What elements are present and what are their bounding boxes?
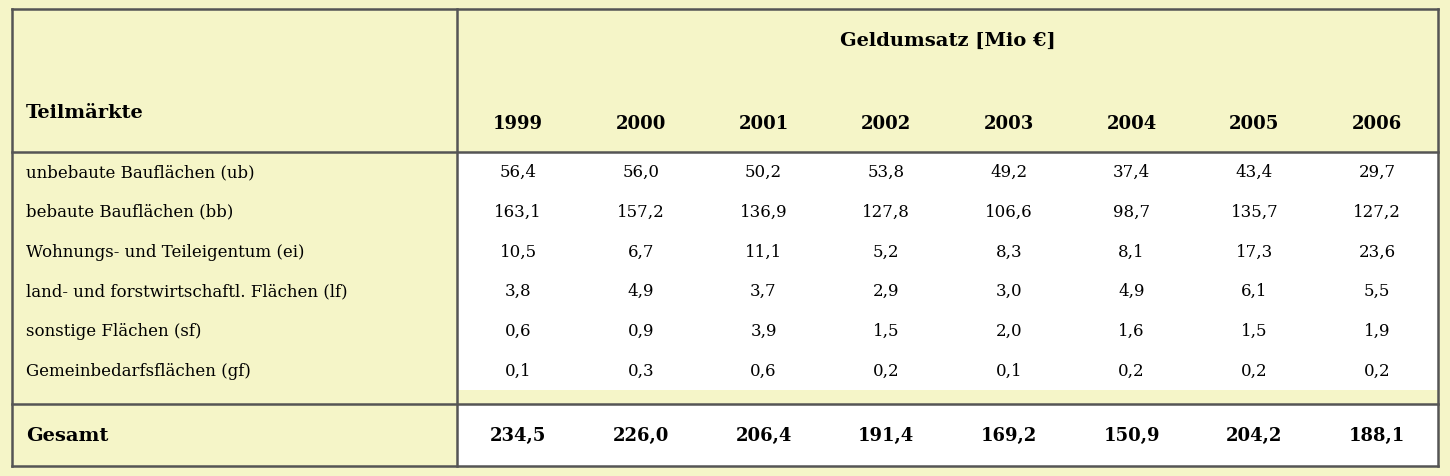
- Text: 3,9: 3,9: [750, 322, 777, 339]
- Text: unbebaute Bauflächen (ub): unbebaute Bauflächen (ub): [26, 164, 255, 180]
- Bar: [12, 152, 457, 390]
- Text: Gemeinbedarfsflächen (gf): Gemeinbedarfsflächen (gf): [26, 362, 251, 379]
- Text: 4,9: 4,9: [628, 283, 654, 299]
- Text: 206,4: 206,4: [735, 426, 792, 445]
- Text: 0,6: 0,6: [505, 322, 531, 339]
- Text: 6,7: 6,7: [628, 243, 654, 260]
- Text: 0,2: 0,2: [1118, 362, 1146, 379]
- Text: 0,2: 0,2: [1364, 362, 1391, 379]
- Text: 10,5: 10,5: [500, 243, 536, 260]
- Text: 11,1: 11,1: [745, 243, 782, 260]
- Text: land- und forstwirtschaftl. Flächen (lf): land- und forstwirtschaftl. Flächen (lf): [26, 283, 348, 299]
- Text: 98,7: 98,7: [1114, 203, 1150, 220]
- Text: 0,9: 0,9: [628, 322, 654, 339]
- Text: 5,5: 5,5: [1364, 283, 1391, 299]
- Text: 234,5: 234,5: [490, 426, 547, 445]
- Text: 157,2: 157,2: [616, 203, 664, 220]
- Text: 1,6: 1,6: [1118, 322, 1146, 339]
- Text: 135,7: 135,7: [1231, 203, 1279, 220]
- Text: 191,4: 191,4: [858, 426, 915, 445]
- Text: 0,1: 0,1: [996, 362, 1022, 379]
- Text: 17,3: 17,3: [1235, 243, 1273, 260]
- Text: 0,6: 0,6: [750, 362, 777, 379]
- Text: 2002: 2002: [861, 115, 912, 133]
- Text: 0,1: 0,1: [505, 362, 531, 379]
- Bar: [12, 10, 1438, 152]
- Text: 204,2: 204,2: [1227, 426, 1283, 445]
- Text: 43,4: 43,4: [1235, 164, 1273, 180]
- Bar: [457, 152, 1438, 390]
- Text: 8,3: 8,3: [996, 243, 1022, 260]
- Text: 6,1: 6,1: [1241, 283, 1267, 299]
- Text: 2000: 2000: [616, 115, 666, 133]
- Text: sonstige Flächen (sf): sonstige Flächen (sf): [26, 322, 202, 339]
- Text: 2004: 2004: [1106, 115, 1157, 133]
- Text: 5,2: 5,2: [873, 243, 899, 260]
- Text: 0,2: 0,2: [873, 362, 899, 379]
- Text: 2,9: 2,9: [873, 283, 899, 299]
- Text: 3,7: 3,7: [750, 283, 777, 299]
- Text: 127,8: 127,8: [863, 203, 911, 220]
- Text: 29,7: 29,7: [1359, 164, 1395, 180]
- Text: 50,2: 50,2: [745, 164, 782, 180]
- Text: 127,2: 127,2: [1353, 203, 1401, 220]
- Text: 136,9: 136,9: [740, 203, 787, 220]
- Text: 2001: 2001: [738, 115, 789, 133]
- Text: 8,1: 8,1: [1118, 243, 1146, 260]
- Text: 0,2: 0,2: [1241, 362, 1267, 379]
- Text: Gesamt: Gesamt: [26, 426, 109, 445]
- Text: 1,5: 1,5: [1241, 322, 1267, 339]
- Text: Wohnungs- und Teileigentum (ei): Wohnungs- und Teileigentum (ei): [26, 243, 305, 260]
- Text: 2006: 2006: [1351, 115, 1402, 133]
- Bar: [457, 405, 1438, 466]
- Text: 1,5: 1,5: [873, 322, 899, 339]
- Text: 226,0: 226,0: [612, 426, 668, 445]
- Text: 53,8: 53,8: [867, 164, 905, 180]
- Text: 3,8: 3,8: [505, 283, 531, 299]
- Text: 37,4: 37,4: [1114, 164, 1150, 180]
- Text: 56,0: 56,0: [622, 164, 660, 180]
- Text: 23,6: 23,6: [1359, 243, 1395, 260]
- Text: 4,9: 4,9: [1118, 283, 1146, 299]
- Text: Teilmärkte: Teilmärkte: [26, 103, 144, 121]
- Text: 169,2: 169,2: [980, 426, 1037, 445]
- Text: 3,0: 3,0: [996, 283, 1022, 299]
- Text: 2005: 2005: [1230, 115, 1279, 133]
- Text: 2,0: 2,0: [996, 322, 1022, 339]
- Text: Geldumsatz [Mio €]: Geldumsatz [Mio €]: [840, 32, 1056, 50]
- Text: 49,2: 49,2: [990, 164, 1028, 180]
- Bar: [12, 405, 457, 466]
- Text: 106,6: 106,6: [985, 203, 1032, 220]
- Text: 1999: 1999: [493, 115, 544, 133]
- Text: 188,1: 188,1: [1348, 426, 1405, 445]
- Text: 163,1: 163,1: [494, 203, 542, 220]
- Text: 2003: 2003: [983, 115, 1034, 133]
- Text: 56,4: 56,4: [500, 164, 536, 180]
- Text: 0,3: 0,3: [628, 362, 654, 379]
- Text: 1,9: 1,9: [1364, 322, 1391, 339]
- Text: 150,9: 150,9: [1103, 426, 1160, 445]
- Text: bebaute Bauflächen (bb): bebaute Bauflächen (bb): [26, 203, 233, 220]
